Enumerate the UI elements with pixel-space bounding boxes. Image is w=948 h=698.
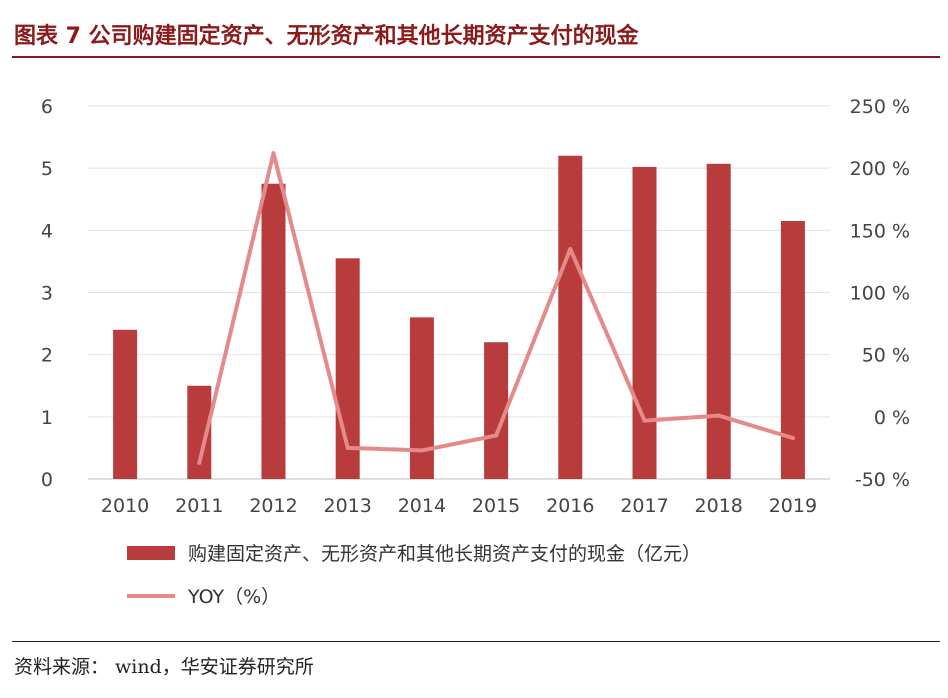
right-tick-label: 150 %: [850, 220, 910, 242]
x-tick-label: 2018: [695, 495, 743, 517]
yoy-point: [271, 151, 276, 156]
left-axis-ticks: 0 1 2 3 4 5 6: [41, 96, 53, 491]
x-tick-label: 2012: [249, 495, 297, 517]
legend-bar-swatch: [127, 546, 175, 560]
yoy-point: [345, 445, 350, 450]
yoy-point: [197, 460, 202, 465]
yoy-point: [419, 448, 424, 453]
right-tick-label: 50 %: [862, 345, 910, 367]
legend: 购建固定资产、无形资产和其他长期资产支付的现金（亿元） YOY（%）: [127, 543, 701, 608]
legend-line-label: YOY（%）: [187, 586, 280, 608]
right-tick-label: 200 %: [850, 158, 910, 180]
left-tick-label: 4: [41, 220, 53, 242]
right-tick-label: 250 %: [850, 96, 910, 118]
left-tick-label: 0: [41, 469, 53, 491]
yoy-point: [568, 246, 573, 251]
line-series: [197, 151, 795, 465]
source-rule: [12, 641, 940, 642]
yoy-point: [716, 413, 721, 418]
x-tick-label: 2015: [472, 495, 520, 517]
yoy-point: [790, 435, 795, 440]
yoy-point: [642, 418, 647, 423]
left-tick-label: 5: [41, 158, 53, 180]
right-axis-ticks: -50 % 0 % 50 % 100 % 150 % 200 % 250 %: [850, 96, 910, 491]
left-tick-label: 3: [41, 283, 53, 305]
x-tick-label: 2013: [324, 495, 372, 517]
right-tick-label: 100 %: [850, 283, 910, 305]
x-tick-label: 2016: [546, 495, 594, 517]
chart: 0 1 2 3 4 5 6 -50 % 0 % 50 % 100 % 150 % 200 % 250 %…: [41, 96, 910, 608]
x-tick-label: 2017: [620, 495, 668, 517]
bar: [780, 221, 805, 479]
bar: [706, 163, 731, 479]
legend-bar-label: 购建固定资产、无形资产和其他长期资产支付的现金（亿元）: [188, 543, 701, 565]
right-tick-label: 0 %: [874, 407, 910, 429]
left-tick-label: 2: [41, 345, 53, 367]
x-axis-ticks: 2010 2011 2012 2013 2014 2015 2016 2017 2018 2019: [101, 495, 817, 517]
bar: [113, 329, 138, 479]
figure-title: 图表 7 公司购建固定资产、无形资产和其他长期资产支付的现金: [14, 24, 639, 49]
left-tick-label: 1: [41, 407, 53, 429]
yoy-point: [494, 433, 499, 438]
x-tick-label: 2011: [175, 495, 223, 517]
bar: [261, 183, 286, 480]
bar-series: [113, 155, 805, 480]
left-tick-label: 6: [41, 96, 53, 118]
bar: [558, 155, 583, 479]
x-tick-label: 2019: [769, 495, 817, 517]
source-note: 资料来源： wind，华安证券研究所: [14, 656, 314, 678]
title-rule: [12, 56, 940, 58]
x-tick-label: 2010: [101, 495, 149, 517]
bar: [632, 166, 657, 479]
x-tick-label: 2014: [398, 495, 446, 517]
bar: [409, 317, 434, 479]
right-tick-label: -50 %: [855, 469, 910, 491]
